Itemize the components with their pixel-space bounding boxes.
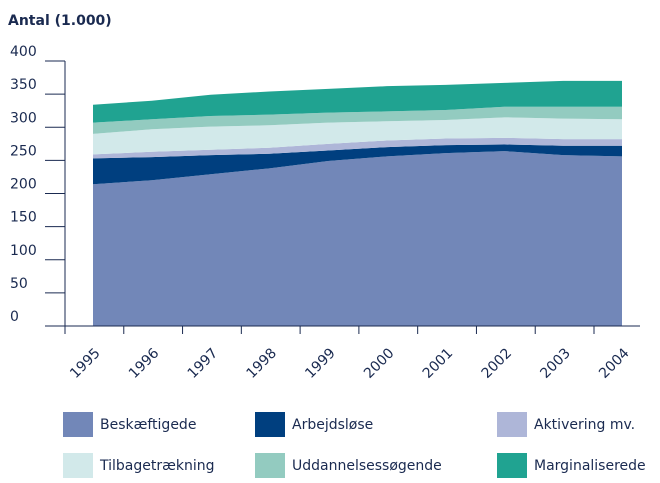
x-tick-label: 1995	[67, 345, 104, 382]
y-tick-label: 250	[10, 143, 37, 159]
legend-swatch	[255, 453, 285, 478]
y-tick-label: 0	[10, 309, 19, 325]
area	[93, 137, 622, 159]
legend-swatch	[63, 412, 93, 437]
y-tick-label: 350	[10, 77, 37, 93]
legend-label: Beskæftigede	[100, 417, 196, 433]
x-tick-label: 2003	[537, 345, 574, 382]
legend-label: Marginaliserede	[534, 458, 646, 474]
legend-label: Uddannelsessøgende	[292, 458, 442, 474]
x-tick-label: 1997	[185, 345, 222, 382]
legend-label: Aktivering mv.	[534, 417, 635, 433]
y-tick-label: 50	[10, 276, 28, 292]
x-tick-label: 2002	[479, 345, 516, 382]
x-tick-label: 2004	[596, 345, 633, 382]
x-tick-label: 1999	[302, 345, 339, 382]
legend-swatch	[497, 453, 527, 478]
area	[93, 144, 622, 185]
legend-label: Tilbagetrækning	[99, 458, 215, 474]
area	[93, 117, 622, 155]
y-tick-label: 200	[10, 177, 37, 193]
area	[93, 80, 622, 123]
x-tick-label: 1998	[243, 345, 280, 382]
x-tick-label: 2000	[361, 345, 398, 382]
x-tick-label: 2001	[420, 345, 457, 382]
legend-swatch	[63, 453, 93, 478]
y-tick-label: 100	[10, 243, 37, 259]
legend-label: Arbejdsløse	[292, 417, 373, 433]
y-tick-label: 150	[10, 210, 37, 226]
chart-title: Antal (1.000)	[8, 13, 112, 29]
y-tick-label: 300	[10, 110, 37, 126]
x-tick-label: 1996	[126, 345, 163, 382]
legend-swatch	[497, 412, 527, 437]
area	[93, 106, 622, 134]
y-tick-label: 400	[10, 44, 37, 60]
area	[93, 151, 622, 326]
legend-swatch	[255, 412, 285, 437]
